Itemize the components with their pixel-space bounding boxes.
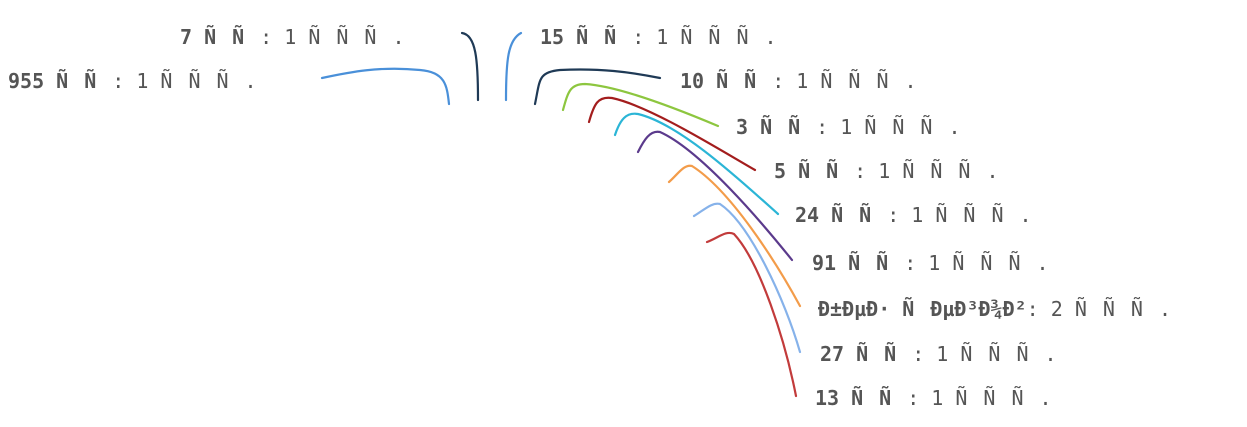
slice-label-name: 7 ÑÑ [180, 25, 260, 49]
slice-label-value: : 1 ÑÑÑ. [907, 386, 1051, 410]
slice-leader-line [705, 231, 798, 398]
slice-label: 955 ÑÑ: 1 ÑÑÑ. [8, 69, 257, 93]
slice-leader-line [320, 67, 451, 106]
slice-label: 24 ÑÑ: 1 ÑÑÑ. [795, 203, 1032, 227]
slice-leader-line [636, 130, 794, 262]
slice-label-name: 955 ÑÑ [8, 69, 112, 93]
slice-label-value: : 1 ÑÑÑ. [816, 115, 960, 139]
slice-label-name: Ð±ÐµÐ· ÑÐµÐ³Ð¾Ð² [818, 297, 1027, 321]
slice-label-value: : 1 ÑÑÑ. [854, 159, 998, 183]
slice-leader-line [561, 82, 720, 128]
slice-label: 27 ÑÑ: 1 ÑÑÑ. [820, 342, 1057, 366]
slice-label-value: : 1 ÑÑÑ. [112, 69, 256, 93]
slice-leader-line [533, 68, 662, 106]
leader-lines [320, 31, 802, 398]
slice-leader-line [460, 31, 480, 102]
slice-leader-line [587, 96, 757, 172]
slice-label-name: 91 ÑÑ [812, 251, 904, 275]
slice-label-name: 3 ÑÑ [736, 115, 816, 139]
slice-label-name: 5 ÑÑ [774, 159, 854, 183]
slice-label-name: 24 ÑÑ [795, 203, 887, 227]
slice-labels: 7 ÑÑ: 1 ÑÑÑ.955 ÑÑ: 1 ÑÑÑ.15 Ñ… [8, 25, 1171, 410]
slice-label: 7 ÑÑ: 1 ÑÑÑ. [180, 25, 405, 49]
slice-label-value: : 1 ÑÑÑ. [887, 203, 1031, 227]
slice-leader-line [504, 31, 523, 102]
slice-label-value: : 1 ÑÑÑ. [260, 25, 404, 49]
slice-label: Ð±ÐµÐ· ÑÐµÐ³Ð¾Ð²: 2 ÑÑÑ. [818, 297, 1171, 321]
slice-label-name: 10 ÑÑ [680, 69, 772, 93]
slice-label-name: 13 ÑÑ [815, 386, 907, 410]
slice-label: 10 ÑÑ: 1 ÑÑÑ. [680, 69, 917, 93]
slice-label: 15 ÑÑ: 1 ÑÑÑ. [540, 25, 777, 49]
slice-label-value: : 1 ÑÑÑ. [772, 69, 916, 93]
slice-label: 5 ÑÑ: 1 ÑÑÑ. [774, 159, 999, 183]
slice-label-value: : 1 ÑÑÑ. [904, 251, 1048, 275]
slice-leader-line [667, 164, 802, 308]
slice-label: 13 ÑÑ: 1 ÑÑÑ. [815, 386, 1052, 410]
slice-label-name: 15 ÑÑ [540, 25, 632, 49]
slice-label-name: 27 ÑÑ [820, 342, 912, 366]
slice-label-value: : 2 ÑÑÑ. [1027, 297, 1171, 321]
slice-leader-line [692, 202, 802, 354]
slice-label: 91 ÑÑ: 1 ÑÑÑ. [812, 251, 1049, 275]
slice-label-value: : 1 ÑÑÑ. [632, 25, 776, 49]
slice-label-value: : 1 ÑÑÑ. [912, 342, 1056, 366]
slice-label: 3 ÑÑ: 1 ÑÑÑ. [736, 115, 961, 139]
slice-leader-line [613, 112, 780, 216]
